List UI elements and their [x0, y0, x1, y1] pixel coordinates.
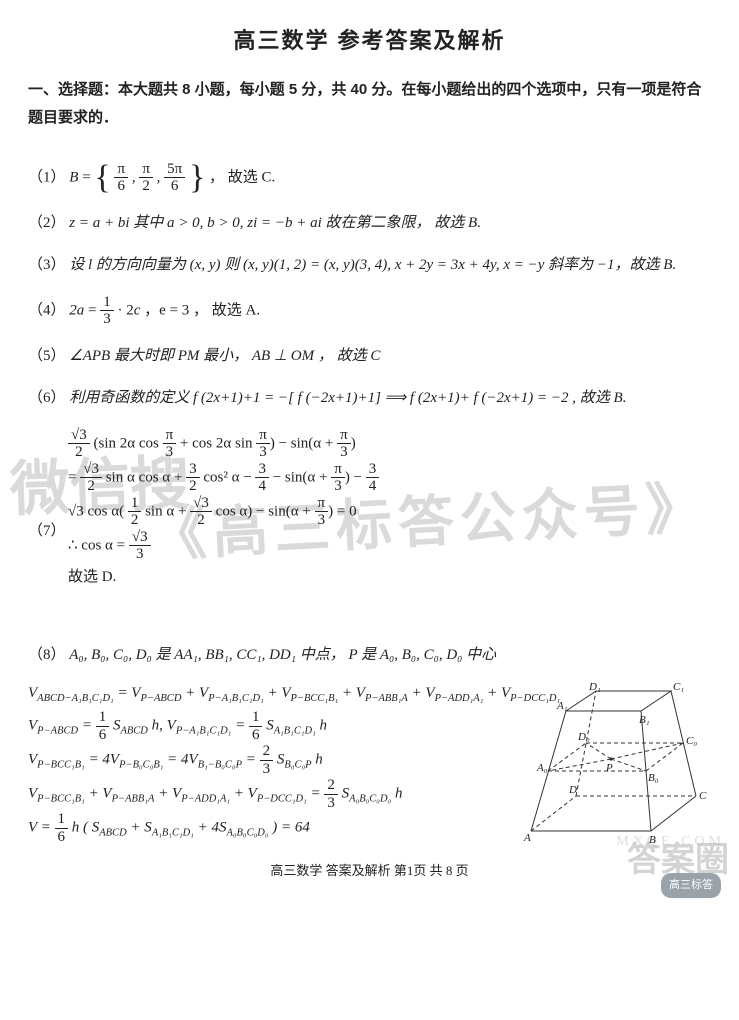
q1-number: （1）	[28, 169, 66, 185]
source-badge: 高三标答	[661, 873, 721, 898]
q7-line2: = √32 sin α cos α + 32 cos² α − 34 − sin…	[68, 461, 711, 495]
svg-text:B₁: B₁	[639, 714, 650, 726]
svg-text:A₀: A₀	[536, 762, 548, 774]
svg-text:D₁: D₁	[588, 681, 601, 693]
q7-line4: ∴ cos α = √33	[68, 529, 711, 563]
svg-text:A₁: A₁	[556, 700, 568, 712]
q5-body: ∠APB 最大时即 PM 最小， AB ⊥ OM ， 故选 C	[69, 348, 380, 364]
svg-text:D₀: D₀	[577, 731, 590, 743]
section-heading: 一、选择题：本大题共 8 小题，每小题 5 分，共 40 分。在每小题给出的四个…	[28, 76, 711, 133]
answer-5: （5） ∠APB 最大时即 PM 最小， AB ⊥ OM ， 故选 C	[28, 342, 711, 371]
q4-number: （4）	[28, 302, 66, 318]
answer-3: （3） 设 l 的方向向量为 (x, y) 则 (x, y)(1, 2) = (…	[28, 251, 711, 280]
frustum-diagram: A B C D A₁ B₁ C₁ D₁ A₀ B₀ C₀ D₀ P	[511, 681, 711, 851]
q1-math: B	[69, 169, 78, 185]
svg-text:C: C	[699, 790, 707, 802]
answer-8: （8） A₀, B₀, C₀, D₀ 是 AA₁, BB₁, CC₁, DD₁ …	[28, 641, 711, 845]
q3-number: （3）	[28, 257, 66, 273]
svg-text:C₁: C₁	[673, 681, 684, 693]
page-title: 高三数学 参考答案及解析	[28, 20, 711, 62]
answer-6: （6） 利用奇函数的定义 f (2x+1)+1 = −[ f (−2x+1)+1…	[28, 384, 711, 413]
q1-tail: ， 故选 C.	[209, 169, 275, 185]
q3-body: 设 l 的方向向量为 (x, y) 则 (x, y)(1, 2) = (x, y…	[69, 257, 676, 273]
answer-2: （2） z = a + bi 其中 a > 0, b > 0, zi = −b …	[28, 209, 711, 238]
page-footer: 高三数学 答案及解析 第1页 共 8 页	[28, 859, 711, 884]
q4-tail: ，e = 3 ， 故选 A.	[144, 302, 260, 318]
svg-text:D: D	[568, 784, 577, 796]
svg-text:B₀: B₀	[648, 772, 659, 784]
q7-number: （7）	[28, 517, 66, 546]
svg-text:C₀: C₀	[686, 735, 697, 747]
q8-number: （8）	[28, 647, 66, 663]
q6-body: 利用奇函数的定义 f (2x+1)+1 = −[ f (−2x+1)+1] ⟹ …	[69, 390, 626, 406]
svg-text:B: B	[649, 834, 656, 846]
answer-4: （4） 2a = 13 · 2c ，e = 3 ， 故选 A.	[28, 294, 711, 328]
answer-1: （1） B = { π6 , π2 , 5π6 } ， 故选 C.	[28, 161, 711, 195]
svg-text:A: A	[523, 832, 531, 844]
q7-line3: √3 cos α( 12 sin α + √32 cos α) − sin(α …	[68, 495, 711, 529]
q7-line1: √32 (sin 2α cos π3 + cos 2α sin π3) − si…	[68, 427, 711, 461]
q6-number: （6）	[28, 390, 66, 406]
q8-line0: A₀, B₀, C₀, D₀ 是 AA₁, BB₁, CC₁, DD₁ 中点， …	[69, 647, 496, 663]
svg-text:P: P	[605, 762, 613, 774]
q7-tail: 故选 D.	[68, 563, 711, 592]
q2-number: （2）	[28, 215, 66, 231]
q5-number: （5）	[28, 348, 66, 364]
answer-7: （7） √32 (sin 2α cos π3 + cos 2α sin π3) …	[28, 427, 711, 627]
q2-body: z = a + bi 其中 a > 0, b > 0, zi = −b + ai…	[69, 215, 481, 231]
